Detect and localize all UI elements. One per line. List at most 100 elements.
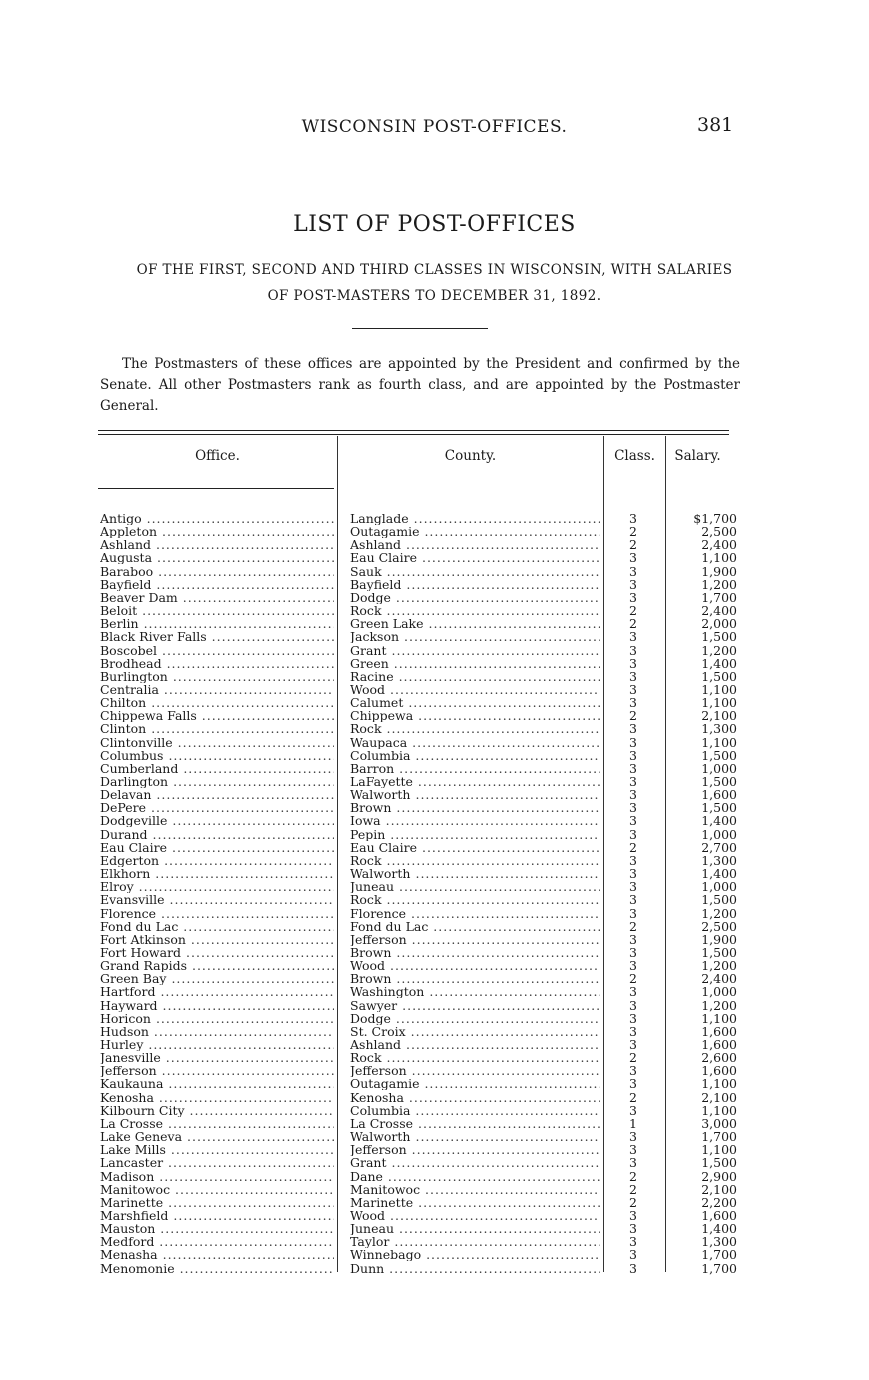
office-cell: Florence (100, 907, 334, 920)
salary-cell: 1,100 (701, 735, 737, 749)
office-cell: Chippewa Falls (100, 709, 334, 722)
county-cell: Rock (350, 722, 600, 735)
column-divider (603, 436, 604, 1272)
class-cell: 2 (629, 525, 637, 539)
county-cell: Dodge (350, 1012, 600, 1025)
class-cell: 3 (629, 853, 637, 867)
salary-cell: 1,300 (701, 853, 737, 867)
office-cell: Lancaster (100, 1156, 334, 1169)
class-cell: 3 (629, 814, 637, 828)
salary-cell: 1,500 (701, 1156, 737, 1170)
class-cell: 3 (629, 801, 637, 815)
county-cell: Brown (350, 801, 600, 814)
class-cell: 2 (629, 1169, 637, 1183)
salary-cell: 1,100 (701, 1077, 737, 1091)
table-row: Fort Howard Brown 3 1,500 (98, 946, 737, 959)
office-cell: Lake Geneva (100, 1130, 334, 1143)
county-cell: Brown (350, 972, 600, 985)
class-cell: 3 (629, 1222, 637, 1236)
class-cell: 3 (629, 512, 637, 525)
class-cell: 2 (629, 617, 637, 631)
table-top-rule (98, 430, 729, 431)
salary-cell: 1,000 (701, 985, 737, 999)
county-cell: Columbia (350, 749, 600, 762)
salary-cell: 1,500 (701, 945, 737, 959)
salary-cell: 1,100 (701, 1011, 737, 1025)
table-top-rule-2 (98, 434, 729, 435)
table-row: Chippewa Falls Chippewa 2 2,100 (98, 709, 737, 722)
county-cell: Chippewa (350, 709, 600, 722)
county-cell: Jefferson (350, 1064, 600, 1077)
office-cell: Antigo (100, 512, 334, 525)
header-office: Office. (195, 448, 240, 464)
intro-paragraph: The Postmasters of these offices are app… (100, 356, 740, 414)
county-cell: Walworth (350, 1130, 600, 1143)
salary-cell: 1,600 (701, 1024, 737, 1038)
salary-cell: 1,200 (701, 643, 737, 657)
salary-cell: 1,000 (701, 761, 737, 775)
table-row: Hartford Washington 3 1,000 (98, 985, 737, 998)
office-cell: Manitowoc (100, 1183, 334, 1196)
class-cell: 3 (629, 1064, 637, 1078)
office-cell: Menasha (100, 1248, 334, 1261)
county-cell: Walworth (350, 867, 600, 880)
office-cell: Appleton (100, 525, 334, 538)
table-row: Boscobel Grant 3 1,200 (98, 644, 737, 657)
table-row: Janesville Rock 2 2,600 (98, 1051, 737, 1064)
county-cell: Wood (350, 959, 600, 972)
table-row: Fort Atkinson Jefferson 3 1,900 (98, 933, 737, 946)
salary-cell: 1,500 (701, 893, 737, 907)
table-row: DePere Brown 3 1,500 (98, 801, 737, 815)
table-row: Berlin Green Lake 2 2,000 (98, 617, 737, 631)
table-row: Grand Rapids Wood 3 1,200 (98, 959, 737, 972)
class-cell: 3 (629, 788, 637, 802)
office-cell: Lake Mills (100, 1143, 334, 1156)
office-cell: Eau Claire (100, 841, 334, 854)
table-row: Beaver Dam Dodge 3 1,700 (98, 591, 737, 604)
table-row: Fond du Lac Fond du Lac 2 2,500 (98, 920, 737, 933)
county-cell: Green (350, 657, 600, 670)
county-cell: Rock (350, 604, 600, 617)
table-row: Kenosha Kenosha 2 2,100 (98, 1091, 737, 1104)
office-cell: Bayfield (100, 578, 334, 591)
class-cell: 3 (629, 998, 637, 1012)
column-divider (337, 436, 338, 1272)
table-row: Evansville Rock 3 1,500 (98, 893, 737, 906)
salary-cell: 2,100 (701, 1182, 737, 1196)
office-cell: Centralia (100, 683, 334, 696)
county-cell: Dodge (350, 591, 600, 604)
table-row: Cumberland Barron 3 1,000 (98, 762, 737, 775)
class-cell: 3 (629, 1038, 637, 1051)
salary-cell: 2,400 (701, 972, 737, 986)
salary-cell: 1,700 (701, 590, 737, 604)
table-row: Baraboo Sauk 3 1,900 (98, 565, 737, 578)
salary-cell: 1,100 (701, 1143, 737, 1157)
office-cell: Black River Falls (100, 630, 334, 643)
salary-cell: 1,300 (701, 1235, 737, 1249)
county-cell: Bayfield (350, 578, 600, 591)
salary-cell: 1,000 (701, 827, 737, 841)
table-row: Ashland Ashland 2 2,400 (98, 538, 737, 551)
county-cell: Langlade (350, 512, 600, 525)
salary-cell: 1,600 (701, 1064, 737, 1078)
salary-cell: 2,600 (701, 1051, 737, 1065)
class-cell: 1 (629, 1116, 637, 1130)
county-cell: Fond du Lac (350, 920, 600, 933)
table-row: Centralia Wood 3 1,100 (98, 682, 737, 696)
salary-cell: 2,000 (701, 617, 737, 631)
county-cell: Eau Claire (350, 841, 600, 854)
office-cell: Horicon (100, 1012, 334, 1025)
office-cell: Baraboo (100, 565, 334, 578)
county-cell: Taylor (350, 1235, 600, 1248)
table-row: Kaukauna Outagamie 3 1,100 (98, 1077, 737, 1090)
class-cell: 3 (629, 682, 637, 696)
office-cell: Jefferson (100, 1064, 334, 1077)
class-cell: 3 (629, 551, 637, 565)
office-cell: Elkhorn (100, 867, 334, 880)
county-cell: Rock (350, 1051, 600, 1064)
table-row: Horicon Dodge 3 1,100 (98, 1012, 737, 1025)
table-row: Black River Falls Jackson 3 1,500 (98, 630, 737, 643)
class-cell: 2 (629, 840, 637, 854)
office-cell: Edgerton (100, 854, 334, 867)
county-cell: Ashland (350, 1038, 600, 1051)
